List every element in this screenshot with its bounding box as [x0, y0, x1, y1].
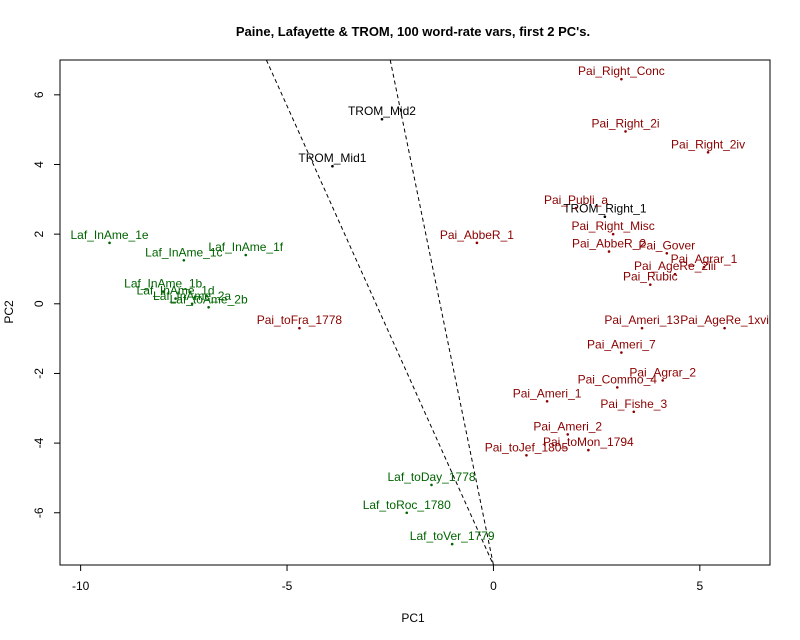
x-axis-label: PC1: [401, 611, 425, 625]
data-point: [545, 400, 549, 403]
data-point: [331, 164, 334, 168]
data-point: [615, 386, 619, 389]
data-point: [702, 265, 706, 269]
point-label: Pai_Ameri_1: [513, 386, 582, 400]
data-point: [607, 250, 611, 253]
data-point: [244, 253, 248, 257]
data-point: [174, 297, 177, 300]
data-point: [640, 326, 644, 330]
point-label: Pai_Agrar_1: [671, 252, 738, 266]
x-tick-label: -10: [72, 579, 90, 593]
point-label: Laf_InAme_1d: [137, 284, 215, 298]
data-point: [380, 117, 384, 121]
point-label: Pai_Right_2iv: [671, 137, 745, 151]
y-tick-label: 4: [32, 161, 46, 168]
point-label: Pai_Right_Misc: [571, 219, 654, 233]
data-point: [525, 453, 528, 457]
point-label: Pai_Right_2i: [591, 116, 659, 130]
point-label: Laf_InAme_1f: [208, 240, 283, 254]
data-point: [405, 511, 409, 515]
data-point: [161, 290, 165, 293]
point-label: Laf_InAme_2a: [153, 289, 231, 303]
data-point: [706, 150, 710, 154]
dashed-line: [389, 59, 494, 566]
data-point: [723, 326, 726, 330]
point-label: Pai_toMon_1794: [543, 435, 634, 449]
point-label: TROM_Mid1: [298, 151, 366, 165]
data-point: [450, 542, 454, 546]
point-label: Pai_Publi_a: [544, 193, 608, 207]
point-label: Pai_Right_Conc: [578, 64, 665, 78]
y-tick-label: 6: [32, 91, 46, 98]
point-label: Pai_toJef_1805: [485, 440, 569, 454]
point-label: Laf_toRoc_1780: [363, 498, 451, 512]
data-point: [475, 241, 479, 245]
data-point: [661, 379, 664, 382]
point-label: Pai_Agrar_2: [629, 365, 696, 379]
data-point: [298, 326, 301, 330]
y-axis-label: PC2: [2, 300, 16, 324]
point-label: Laf_toDay_1778: [387, 470, 475, 484]
data-point: [574, 206, 578, 210]
point-label: TROM_Right_1: [563, 202, 647, 216]
x-tick-label: -5: [282, 579, 293, 593]
point-label: Laf_InAme_1b: [124, 277, 202, 291]
y-tick-label: 0: [32, 300, 46, 307]
point-label: TROM_Mid2: [348, 104, 416, 118]
point-label: Pai_AgeRe_1xvi: [680, 313, 769, 327]
data-point: [673, 272, 677, 276]
data-point: [632, 410, 636, 414]
point-label: Laf_toVer_1779: [410, 529, 495, 543]
point-label: Pai_Ameri_2: [533, 419, 602, 433]
data-point: [624, 130, 627, 133]
data-point: [182, 258, 186, 262]
point-label: Pai_Rubic: [623, 270, 678, 284]
point-label: Pai_Gover: [638, 238, 695, 252]
point-label: Pai_AbbeR_2: [572, 237, 646, 251]
point-label: Laf_InAme_1e: [71, 228, 149, 242]
x-axis: -10 -5 0 5: [72, 564, 703, 593]
x-tick-label: 5: [696, 579, 703, 593]
point-label: Pai_Ameri_7: [587, 338, 656, 352]
point-label: Pai_AgeRe_2iii: [634, 259, 716, 273]
data-point: [566, 433, 570, 436]
data-point: [665, 251, 669, 255]
point-label: Laf_toAme_2b: [170, 292, 248, 306]
y-tick-label: -6: [32, 507, 46, 518]
point-label: Pai_Commo_4: [578, 372, 658, 386]
data-point: [620, 351, 623, 354]
point-label: Pai_AbbeR_1: [440, 228, 514, 242]
point-label: Pai_Fishe_3: [600, 397, 667, 411]
data-point: [430, 483, 433, 487]
point-label: Laf_InAme_1c: [145, 245, 222, 259]
y-axis: -6 -4 -2 0 2 4 6: [32, 91, 61, 518]
data-point: [108, 241, 111, 245]
data-point: [190, 302, 194, 306]
data-point: [611, 232, 615, 236]
dashed-line: [265, 59, 494, 566]
data-point: [207, 305, 210, 309]
y-tick-label: -2: [32, 368, 46, 379]
reference-lines: [265, 59, 494, 566]
data-point: [587, 448, 590, 452]
y-tick-label: 2: [32, 230, 46, 237]
data-point: [620, 77, 623, 81]
data-point: [603, 215, 607, 219]
x-tick-label: 0: [490, 579, 497, 593]
point-label: Pai_Ameri_13: [604, 313, 680, 327]
point-label: Pai_toFra_1778: [257, 313, 343, 327]
chart-title: Paine, Lafayette & TROM, 100 word-rate v…: [236, 24, 590, 39]
y-tick-label: -4: [32, 437, 46, 448]
data-point: [648, 283, 652, 286]
